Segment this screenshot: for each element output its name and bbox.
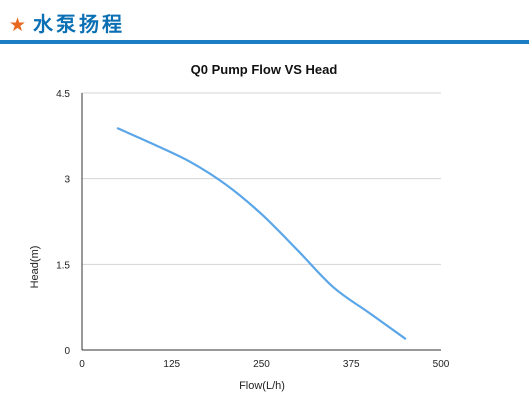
x-tick-label: 0 [79, 359, 85, 370]
grid-lines [82, 92, 441, 265]
header-divider [0, 40, 529, 44]
y-tick-label: 3 [64, 175, 70, 186]
x-tick-label: 125 [163, 359, 180, 370]
x-tick-label: 500 [433, 359, 450, 370]
y-axis-label: Head(m) [29, 246, 41, 289]
x-tick-label: 375 [343, 359, 360, 370]
chart-title: Q0 Pump Flow VS Head [191, 62, 338, 77]
page-title: 水泵扬程 [33, 12, 125, 36]
y-tick-label: 4.5 [56, 89, 70, 100]
y-tick-label: 1.5 [56, 260, 70, 271]
x-axis-label: Flow(L/h) [239, 380, 285, 392]
tick-labels: 0 1.5 3 4.5 0 125 250 375 500 [56, 89, 450, 370]
header-banner: ★ 水泵扬程 [0, 0, 529, 46]
star-icon: ★ [9, 14, 27, 36]
series-line [116, 127, 407, 340]
data-series [116, 127, 407, 340]
pump-curve-chart: Q0 Pump Flow VS Head 0 1.5 3 4.5 0 125 250 375 5… [29, 62, 450, 392]
y-tick-label: 0 [64, 346, 70, 357]
axes [81, 93, 441, 351]
x-tick-label: 250 [253, 359, 270, 370]
